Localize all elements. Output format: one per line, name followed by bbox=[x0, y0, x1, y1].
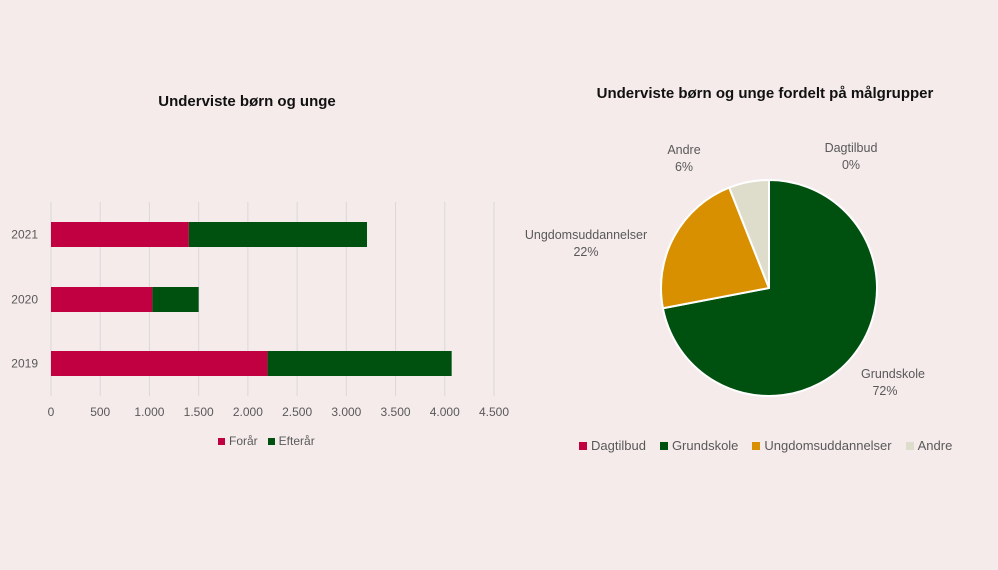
bar-efteraar-2021 bbox=[188, 222, 368, 247]
bar-foraar-2019 bbox=[51, 351, 268, 376]
pie-chart-title: Underviste børn og unge fordelt på målgr… bbox=[596, 85, 934, 102]
legend-swatch-dagtilbud bbox=[579, 441, 587, 450]
pie-label-dagtilbud: Dagtilbud bbox=[825, 141, 878, 155]
pie-slice-andre bbox=[728, 179, 770, 289]
bar-efteraar-2019 bbox=[267, 351, 452, 376]
pie-slice-ungdomsuddannelser bbox=[660, 186, 770, 310]
legend-item-dagtilbud: Dagtilbud bbox=[579, 438, 646, 453]
pie-value-dagtilbud: 0% bbox=[842, 158, 860, 172]
bar-foraar-2021 bbox=[51, 222, 189, 247]
legend-swatch-grundskole bbox=[659, 441, 668, 450]
legend-item-andre: Andre bbox=[905, 438, 953, 453]
x-tick-label: 3.500 bbox=[381, 405, 411, 419]
legend-label-andre: Andre bbox=[917, 438, 953, 453]
bar-efteraar-2020 bbox=[152, 287, 199, 312]
legend-swatch-efteraar bbox=[267, 437, 275, 445]
x-tick-label: 500 bbox=[90, 405, 110, 419]
legend-label-efteraar: Efterår bbox=[278, 434, 315, 448]
pie-chart-legend: Dagtilbud Grundskole Ungdomsuddannelser … bbox=[579, 438, 952, 453]
pie-label-ungdomsuddannelser: Ungdomsuddannelser bbox=[525, 228, 647, 242]
x-tick-label: 4.000 bbox=[430, 405, 460, 419]
legend-label-dagtilbud: Dagtilbud bbox=[591, 438, 646, 453]
bar-foraar-2020 bbox=[51, 287, 153, 312]
y-tick-label: 2019 bbox=[11, 357, 38, 371]
legend-item-efteraar: Efterår bbox=[267, 434, 315, 448]
bar-chart-title: Underviste børn og unge bbox=[158, 93, 336, 110]
bar-chart-legend: Forår Efterår bbox=[218, 434, 315, 448]
y-tick-label: 2021 bbox=[11, 228, 38, 242]
legend-swatch-ungdomsuddannelser bbox=[752, 441, 761, 450]
pie-label-grundskole: Grundskole bbox=[861, 367, 925, 381]
legend-label-grundskole: Grundskole bbox=[671, 438, 739, 453]
legend-swatch-andre bbox=[905, 441, 914, 450]
pie-value-grundskole: 72% bbox=[872, 384, 897, 398]
pie-value-ungdomsuddannelser: 22% bbox=[573, 245, 598, 259]
x-tick-label: 2.500 bbox=[282, 405, 312, 419]
legend-label-foraar: Forår bbox=[229, 434, 258, 448]
x-tick-label: 0 bbox=[48, 405, 55, 419]
y-tick-label: 2020 bbox=[11, 293, 38, 307]
legend-item-ungdomsuddannelser: Ungdomsuddannelser bbox=[752, 438, 892, 453]
legend-swatch-foraar bbox=[218, 437, 225, 445]
x-tick-label: 1.500 bbox=[184, 405, 214, 419]
pie-value-andre: 6% bbox=[675, 160, 693, 174]
x-tick-label: 2.000 bbox=[233, 405, 263, 419]
x-tick-label: 4.500 bbox=[479, 405, 509, 419]
pie-label-andre: Andre bbox=[667, 143, 700, 157]
legend-item-foraar: Forår bbox=[218, 434, 258, 448]
legend-item-grundskole: Grundskole bbox=[659, 438, 739, 453]
x-tick-label: 1.000 bbox=[134, 405, 164, 419]
x-tick-label: 3.000 bbox=[331, 405, 361, 419]
legend-label-ungdomsuddannelser: Ungdomsuddannelser bbox=[764, 438, 892, 453]
